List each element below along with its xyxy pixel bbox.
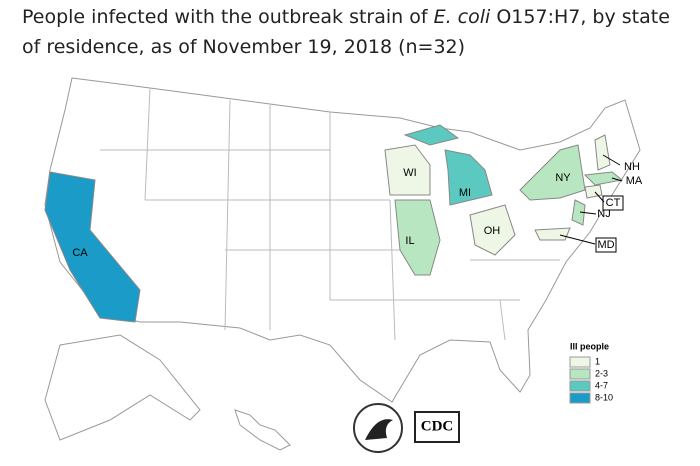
state-shape xyxy=(583,171,624,186)
legend-swatch xyxy=(569,368,591,380)
legend-title: Ill people xyxy=(570,341,609,351)
legend-label: 2-3 xyxy=(595,368,608,378)
legend-label: 4-7 xyxy=(595,380,608,390)
state-shape xyxy=(44,171,141,323)
state-shape xyxy=(444,149,493,206)
state-label: OH xyxy=(484,225,501,237)
state-label: MD xyxy=(597,239,614,251)
state-shape xyxy=(384,144,431,196)
legend-swatch xyxy=(569,356,591,368)
title-text: O157:H7, by state of residence, as of No… xyxy=(22,6,670,58)
state-shape xyxy=(469,204,516,256)
state-label: MI xyxy=(459,187,471,199)
state-shape xyxy=(394,199,441,276)
state-shape xyxy=(403,124,460,146)
legend-label: 1 xyxy=(595,356,600,366)
label-box xyxy=(595,237,617,253)
state-label: NY xyxy=(555,172,571,184)
state-label: WI xyxy=(403,167,416,179)
state-shape xyxy=(571,199,586,226)
legend-swatch xyxy=(569,392,591,404)
state-shape xyxy=(594,134,611,171)
state-label: NJ xyxy=(597,208,610,220)
title-text: People infected with the outbreak strain… xyxy=(22,6,434,28)
state-label: NH xyxy=(624,161,640,173)
hhs-eagle xyxy=(365,419,393,440)
title-italic: E. coli xyxy=(433,6,491,28)
state-borders xyxy=(100,87,560,341)
cdc-logo: CDC xyxy=(421,418,454,434)
alaska xyxy=(44,334,201,441)
legend-swatch xyxy=(569,380,591,392)
callout-lines xyxy=(559,154,623,245)
legend-label: 8-10 xyxy=(595,392,613,402)
label-box xyxy=(602,195,624,211)
hawaii xyxy=(234,409,291,451)
state-label: CT xyxy=(606,197,621,209)
state-shape xyxy=(534,227,571,241)
title: People infected with the outbreak strain… xyxy=(22,2,682,62)
state-label: MA xyxy=(626,175,643,187)
cdc-logo-box xyxy=(414,411,460,443)
state-shape xyxy=(519,144,586,201)
state-label: IL xyxy=(405,235,414,247)
us-outline xyxy=(44,77,641,403)
state-label: CA xyxy=(72,247,88,259)
